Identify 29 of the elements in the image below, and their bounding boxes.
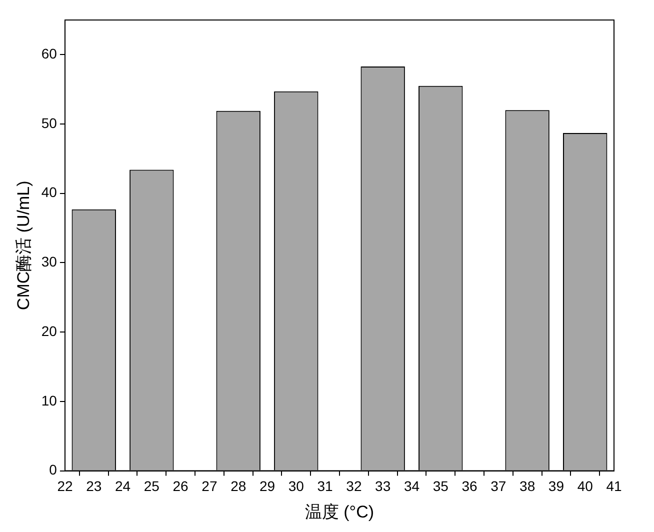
x-axis-title: 温度 (°C) <box>304 502 374 522</box>
x-tick-label: 30 <box>288 478 304 494</box>
x-tick-label: 31 <box>317 478 334 494</box>
y-axis-title: CMC酶活 (U/mL) <box>14 180 33 310</box>
y-tick-label: 10 <box>41 392 58 408</box>
x-tick-label: 25 <box>144 478 160 494</box>
x-tick-label: 35 <box>432 478 449 494</box>
y-tick-label: 30 <box>41 254 58 270</box>
y-tick-label: 60 <box>41 46 58 62</box>
y-tick-label: 40 <box>41 184 58 200</box>
x-tick-label: 27 <box>202 478 218 494</box>
x-tick-label: 39 <box>548 478 564 494</box>
x-tick-label: 22 <box>57 478 73 494</box>
x-tick-label: 36 <box>462 478 478 494</box>
x-tick-label: 32 <box>346 478 362 494</box>
x-tick-label: 29 <box>259 478 276 494</box>
y-tick-label: 20 <box>41 322 58 339</box>
x-tick-label: 38 <box>520 478 536 494</box>
x-tick-label: 33 <box>375 478 391 494</box>
x-tick-label: 40 <box>577 478 594 494</box>
x-tick-label: 24 <box>114 478 131 494</box>
x-tick-label: 26 <box>172 478 189 494</box>
x-tick-label: 41 <box>606 478 622 494</box>
y-tick-label: 0 <box>49 462 58 478</box>
x-tick-label: 34 <box>404 478 420 494</box>
x-tick-label: 37 <box>490 478 506 494</box>
y-tick-label: 50 <box>41 114 58 131</box>
x-tick-label: 28 <box>230 478 246 494</box>
x-tick-label: 23 <box>86 478 102 494</box>
